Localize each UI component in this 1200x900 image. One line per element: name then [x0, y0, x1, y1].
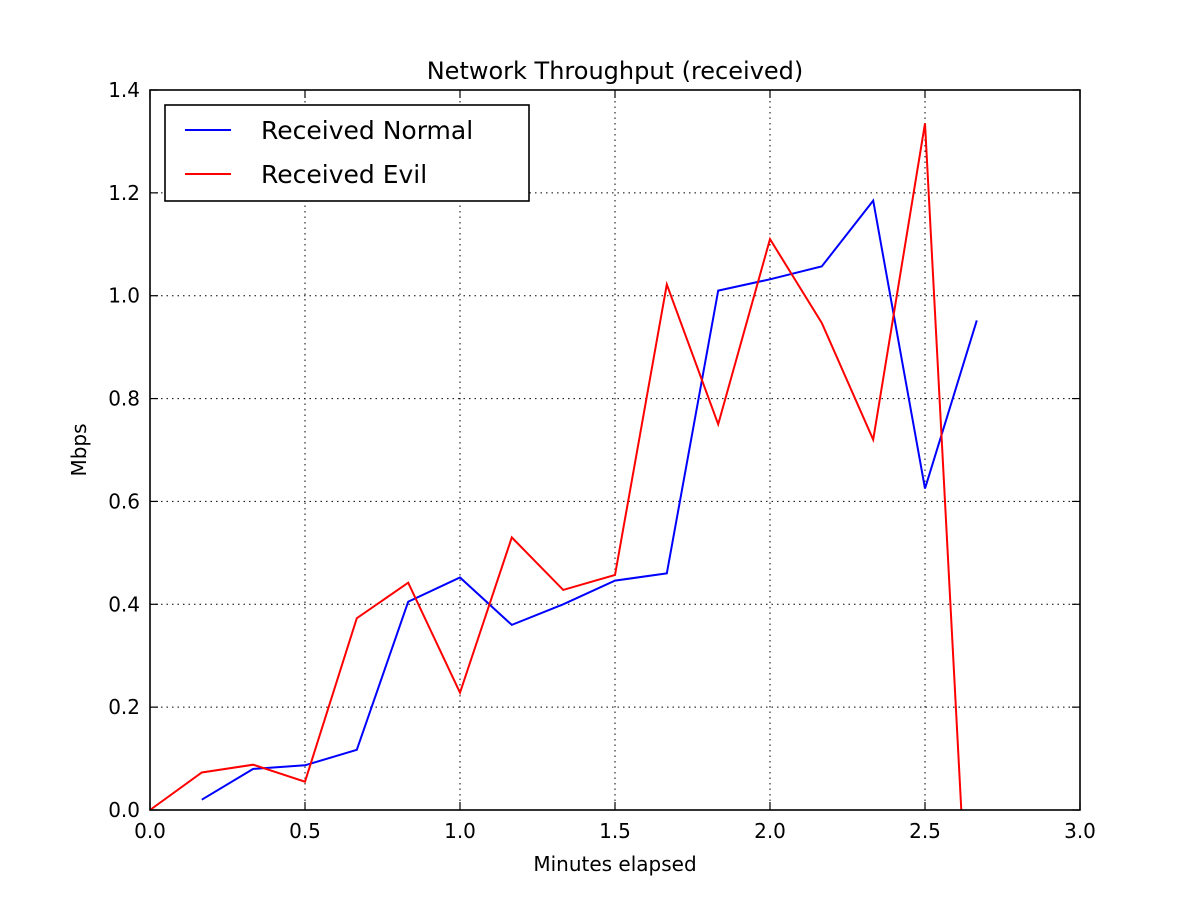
x-tick-label: 0.5 — [289, 819, 321, 843]
x-axis-label: Minutes elapsed — [533, 852, 696, 876]
x-tick-label: 2.0 — [754, 819, 786, 843]
y-tick-label: 0.4 — [108, 592, 140, 616]
legend: Received Normal Received Evil — [164, 104, 530, 202]
axis-ticks: 0.0 0.5 1.0 1.5 2.0 2.5 3.0 0.0 0.2 0.4 0.6 0.8 1.0 1… — [108, 78, 1096, 843]
legend-label-received-evil: Received Evil — [261, 160, 427, 189]
y-axis-label: Mbps — [67, 423, 91, 476]
y-tick-label: 0.6 — [108, 489, 140, 513]
y-tick-label: 0.2 — [108, 695, 140, 719]
x-tick-label: 1.5 — [599, 819, 631, 843]
y-tick-label: 1.4 — [108, 78, 140, 102]
x-tick-label: 2.5 — [909, 819, 941, 843]
series-line-received-evil — [149, 123, 963, 811]
x-tick-label: 0.0 — [134, 819, 166, 843]
legend-box — [164, 104, 530, 202]
y-tick-label: 0.0 — [108, 798, 140, 822]
legend-label-received-normal: Received Normal — [261, 116, 473, 145]
x-tick-label: 3.0 — [1064, 819, 1096, 843]
y-tick-label: 1.0 — [108, 284, 140, 308]
x-tick-label: 1.0 — [444, 819, 476, 843]
series-lines — [149, 123, 978, 811]
chart-title: Network Throughput (received) — [427, 57, 804, 85]
y-tick-label: 1.2 — [108, 181, 140, 205]
y-tick-label: 0.8 — [108, 387, 140, 411]
series-line-received-normal — [201, 198, 978, 801]
